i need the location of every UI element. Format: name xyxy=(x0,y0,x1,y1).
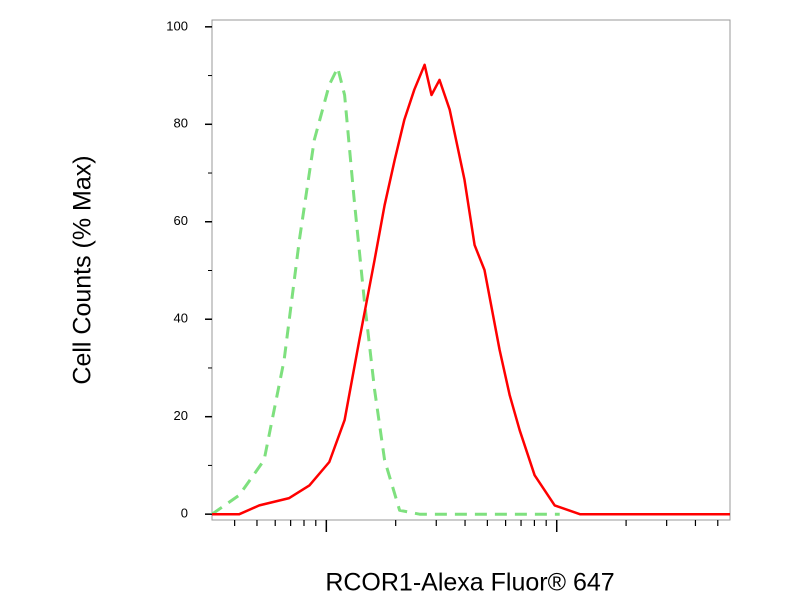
y-axis-label: Cell Counts (% Max) xyxy=(69,155,97,384)
y-tick-label: 0 xyxy=(181,506,188,521)
y-tick-label: 80 xyxy=(174,116,188,131)
plot-frame xyxy=(211,19,731,521)
series-line xyxy=(211,66,560,516)
y-tick-label: 40 xyxy=(174,311,188,326)
x-axis-label: RCOR1-Alexa Fluor® 647 xyxy=(325,569,614,597)
series-line xyxy=(212,63,730,516)
y-tick-label: 60 xyxy=(174,213,188,228)
y-tick-label: 20 xyxy=(174,408,188,423)
y-tick-label: 100 xyxy=(166,18,188,33)
